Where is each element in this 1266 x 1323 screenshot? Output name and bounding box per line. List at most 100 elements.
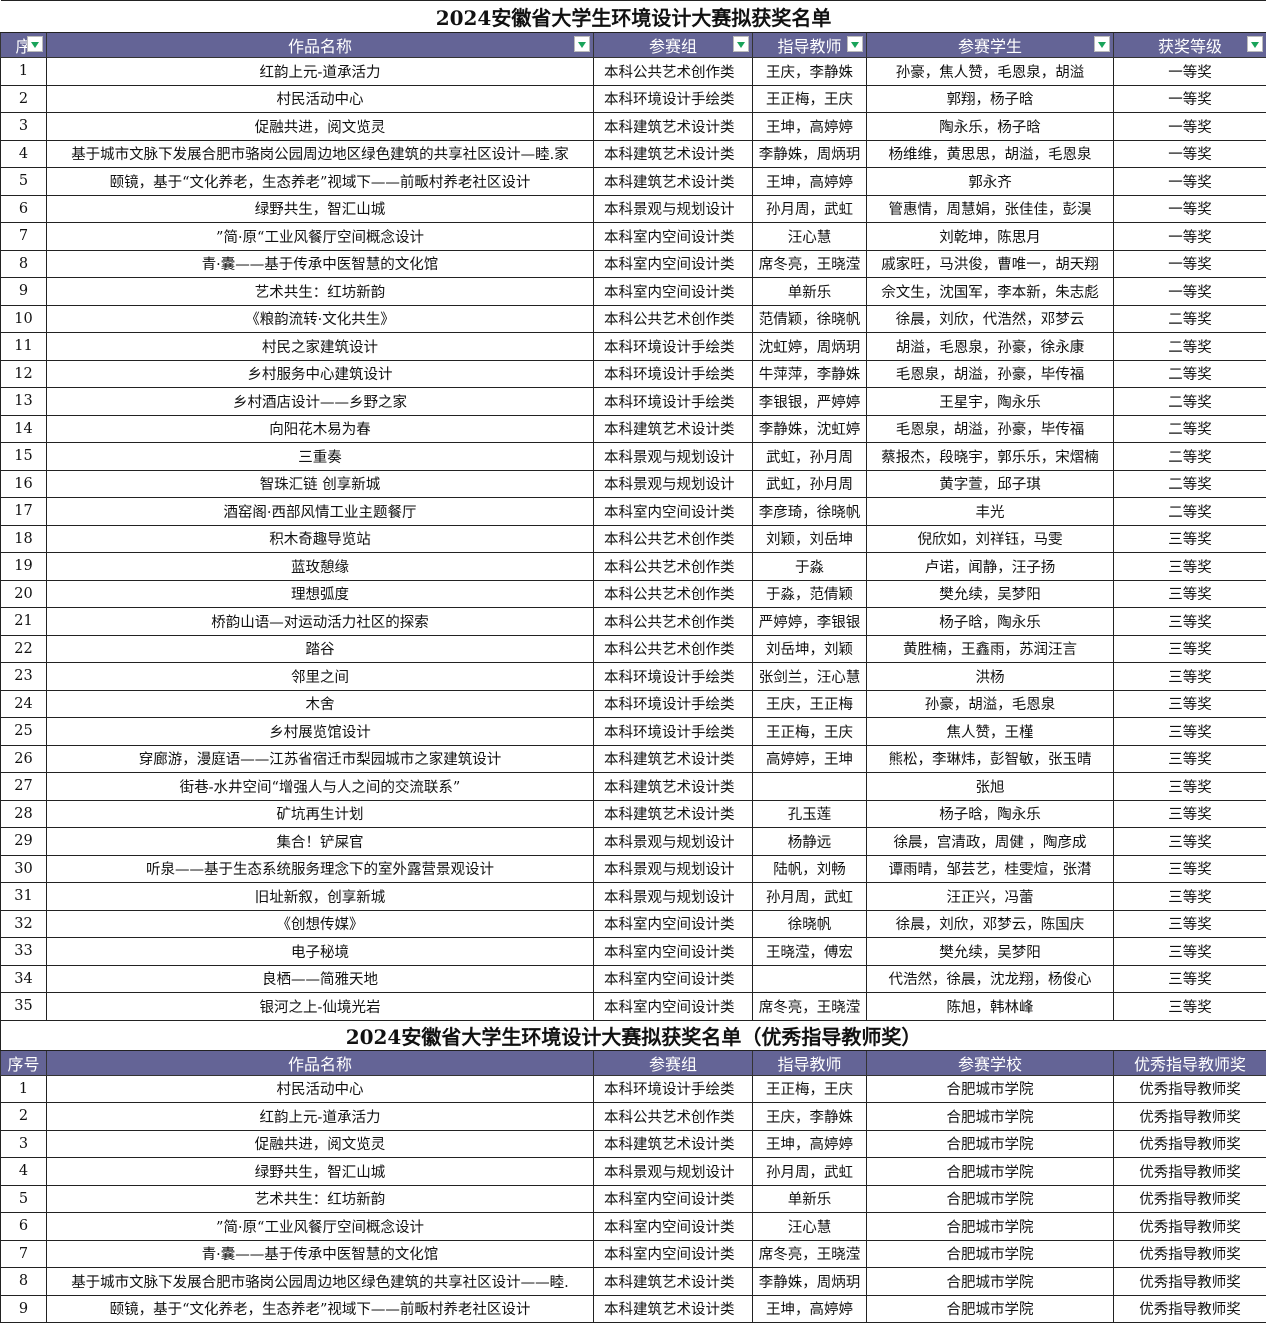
cell-advisor: 王坤，高婷婷 xyxy=(753,1295,867,1323)
cell-advisor: 汪心慧 xyxy=(753,223,867,251)
cell-award: 二等奖 xyxy=(1114,498,1266,526)
cell-advisor xyxy=(753,965,867,993)
cell-title: 促融共进，阅文览灵 xyxy=(47,113,594,141)
filter-dropdown-icon[interactable] xyxy=(574,36,590,52)
cell-group: 本科室内空间设计类 xyxy=(594,910,753,938)
cell-advisor: 席冬亮，王晓滢 xyxy=(753,993,867,1021)
filter-dropdown-icon[interactable] xyxy=(1094,36,1110,52)
cell-title: 踏谷 xyxy=(47,635,594,663)
cell-students: 徐晨，刘欣，代浩然，邓梦云 xyxy=(867,305,1114,333)
cell-seq: 32 xyxy=(1,910,47,938)
cell-seq: 3 xyxy=(1,113,47,141)
filter-dropdown-icon[interactable] xyxy=(733,36,749,52)
cell-advisor: 王晓滢，傅宏 xyxy=(753,938,867,966)
cell-group: 本科公共艺术创作类 xyxy=(594,1103,753,1131)
cell-seq: 6 xyxy=(1,195,47,223)
filter-dropdown-icon[interactable] xyxy=(1247,36,1263,52)
cell-seq: 29 xyxy=(1,828,47,856)
header-seq: 序号 xyxy=(1,1050,47,1075)
cell-students: 黄字萱，邱子琪 xyxy=(867,470,1114,498)
cell-group: 本科公共艺术创作类 xyxy=(594,635,753,663)
table-title: 2024安徽省大学生环境设计大赛拟获奖名单 xyxy=(1,1,1266,33)
cell-advisor: 王庆，李静姝 xyxy=(753,1103,867,1131)
cell-title: 银河之上-仙境光岩 xyxy=(47,993,594,1021)
cell-title: 旧址新叙，创享新城 xyxy=(47,883,594,911)
header-award: 优秀指导教师奖 xyxy=(1114,1050,1266,1075)
cell-group: 本科建筑艺术设计类 xyxy=(594,1295,753,1323)
header-award: 获奖等级 xyxy=(1114,33,1266,58)
cell-award: 一等奖 xyxy=(1114,195,1266,223)
cell-students: 合肥城市学院 xyxy=(867,1158,1114,1186)
cell-students: 戚家旺，马洪俊，曹唯一，胡天翔 xyxy=(867,250,1114,278)
cell-award: 三等奖 xyxy=(1114,938,1266,966)
cell-seq: 7 xyxy=(1,1240,47,1268)
cell-advisor: 汪心慧 xyxy=(753,1213,867,1241)
cell-group: 本科公共艺术创作类 xyxy=(594,553,753,581)
cell-seq: 1 xyxy=(1,58,47,86)
cell-students: 黄胜楠，王鑫雨，苏润汪言 xyxy=(867,635,1114,663)
cell-advisor: 王正梅，王庆 xyxy=(753,1075,867,1103)
cell-students: 熊松，李琳炜，彭智敏，张玉晴 xyxy=(867,745,1114,773)
cell-award: 三等奖 xyxy=(1114,525,1266,553)
filter-dropdown-icon[interactable] xyxy=(847,36,863,52)
cell-award: 一等奖 xyxy=(1114,250,1266,278)
cell-advisor: 李静姝，沈虹婷 xyxy=(753,415,867,443)
filter-dropdown-icon[interactable] xyxy=(27,36,43,52)
cell-title: 村民之家建筑设计 xyxy=(47,333,594,361)
cell-advisor xyxy=(753,773,867,801)
cell-students: 张旭 xyxy=(867,773,1114,801)
cell-advisor: 王坤，高婷婷 xyxy=(753,113,867,141)
cell-title: 良栖——简雅天地 xyxy=(47,965,594,993)
cell-students: 合肥城市学院 xyxy=(867,1268,1114,1296)
cell-seq: 2 xyxy=(1,1103,47,1131)
header-label: 获奖等级 xyxy=(1158,37,1222,56)
cell-students: 刘乾坤，陈思月 xyxy=(867,223,1114,251)
cell-advisor: 席冬亮，王晓滢 xyxy=(753,250,867,278)
cell-title: 青·囊——基于传承中医智慧的文化馆 xyxy=(47,250,594,278)
cell-seq: 30 xyxy=(1,855,47,883)
header-advisor: 指导教师 xyxy=(753,33,867,58)
cell-award: 优秀指导教师奖 xyxy=(1114,1103,1266,1131)
cell-title: 村民活动中心 xyxy=(47,1075,594,1103)
header-seq: 序 xyxy=(1,33,47,58)
cell-award: 三等奖 xyxy=(1114,718,1266,746)
cell-advisor: 杨静远 xyxy=(753,828,867,856)
cell-title: 理想弧度 xyxy=(47,580,594,608)
cell-award: 一等奖 xyxy=(1114,140,1266,168)
cell-students: 焦人赞，王槿 xyxy=(867,718,1114,746)
table-row: 7”简·原“工业风餐厅空间概念设计本科室内空间设计类汪心慧刘乾坤，陈思月一等奖 xyxy=(1,223,1266,251)
cell-title: 艺术共生：红坊新韵 xyxy=(47,278,594,306)
cell-seq: 16 xyxy=(1,470,47,498)
cell-seq: 14 xyxy=(1,415,47,443)
cell-award: 一等奖 xyxy=(1114,278,1266,306)
cell-advisor: 王坤，高婷婷 xyxy=(753,1130,867,1158)
header-students: 参赛学校 xyxy=(867,1050,1114,1075)
cell-title: 邻里之间 xyxy=(47,663,594,691)
cell-advisor: 王正梅，王庆 xyxy=(753,718,867,746)
cell-students: 合肥城市学院 xyxy=(867,1240,1114,1268)
cell-seq: 5 xyxy=(1,168,47,196)
header-label: 参赛组 xyxy=(649,1055,697,1074)
cell-group: 本科建筑艺术设计类 xyxy=(594,415,753,443)
cell-title: 矿坑再生计划 xyxy=(47,800,594,828)
cell-advisor: 孔玉莲 xyxy=(753,800,867,828)
cell-students: 合肥城市学院 xyxy=(867,1295,1114,1323)
header-label: 指导教师 xyxy=(777,37,841,56)
cell-group: 本科环境设计手绘类 xyxy=(594,85,753,113)
cell-award: 二等奖 xyxy=(1114,305,1266,333)
cell-advisor: 单新乐 xyxy=(753,278,867,306)
